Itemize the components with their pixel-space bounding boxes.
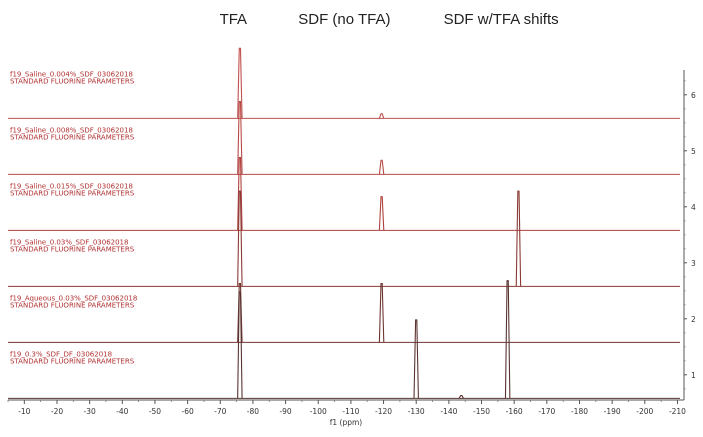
x-tick-label: -70 [214,407,226,416]
trace-label-name: f19_Saline_0.008%_SDF_03062018 [10,126,133,134]
trace-label-name: f19_Aqueous_0.03%_SDF_03062018 [10,294,137,302]
trace-label-subtitle: STANDARD FLUORINE PARAMETERS [10,189,135,197]
spectrum-peak [237,47,243,119]
x-tick-label: -50 [149,407,161,416]
x-tick-label: -10 [18,407,30,416]
trace-label-subtitle: STANDARD FLUORINE PARAMETERS [10,301,135,309]
spectrum-peak [237,156,243,231]
spectrum-peak [237,190,243,287]
x-tick-label: -180 [571,407,588,416]
x-tick-label: -140 [440,407,457,416]
x-axis: -10 -20 -30 -40 -50 -60 -70 -80 -90 -100 -110 -120 -… [7,399,686,416]
trace-label-subtitle: STANDARD FLUORINE PARAMETERS [10,245,135,253]
spectrum-peak [378,196,385,231]
column-header-labels: TFA SDF (no TFA) SDF w/TFA shifts [220,11,559,28]
y-axis: 1 2 3 4 5 6 [683,70,696,400]
x-tick-label: -160 [506,407,523,416]
trace-label-name: f19_Saline_0.015%_SDF_03062018 [10,182,133,190]
spectrum-peak [378,282,385,343]
spectrum-peak [378,159,385,175]
x-tick-label: -30 [84,407,96,416]
spectrum-peak [458,394,464,399]
x-tick-label: -150 [473,407,490,416]
x-tick-label: -100 [310,407,327,416]
spectrum-peak [515,190,522,287]
x-tick-label: -190 [604,407,621,416]
y-tick-label: 4 [691,203,696,212]
spectrum-peak [237,100,243,175]
spectrum-peak [504,280,511,399]
y-tick-label: 6 [691,91,696,100]
trace-label-subtitle: STANDARD FLUORINE PARAMETERS [10,133,135,141]
x-tick-label: -120 [375,407,392,416]
trace-label-name: f19_Saline_0.004%_SDF_03062018 [10,70,133,78]
x-tick-label: -40 [116,407,128,416]
spectrum-peak [413,319,419,399]
spectrum-peak [378,113,385,119]
header-label: SDF w/TFA shifts [444,11,559,28]
y-tick-label: 2 [691,315,696,324]
y-tick-label: 5 [691,147,696,156]
y-tick-label: 1 [691,371,696,380]
x-axis-title: f1 (ppm) [330,418,363,427]
x-tick-label: -170 [538,407,555,416]
x-tick-label: -20 [51,407,63,416]
x-tick-label: -90 [279,407,291,416]
spectrum-traces [8,47,680,399]
header-label: TFA [220,11,248,28]
spectrum-peak [237,291,243,399]
x-tick-label: -80 [247,407,259,416]
x-tick-label: -200 [636,407,653,416]
x-tick-label: -60 [181,407,193,416]
trace-label-subtitle: STANDARD FLUORINE PARAMETERS [10,77,135,85]
trace-label-name: f19_0.3%_SDF_DF_03062018 [10,350,112,358]
x-tick-label: -130 [408,407,425,416]
x-tick-label: -110 [342,407,359,416]
x-tick-label: -210 [669,407,686,416]
header-label: SDF (no TFA) [298,11,390,28]
y-tick-label: 3 [691,259,696,268]
trace-label-name: f19_Saline_0.03%_SDF_03062018 [10,238,128,246]
trace-label-subtitle: STANDARD FLUORINE PARAMETERS [10,357,135,365]
